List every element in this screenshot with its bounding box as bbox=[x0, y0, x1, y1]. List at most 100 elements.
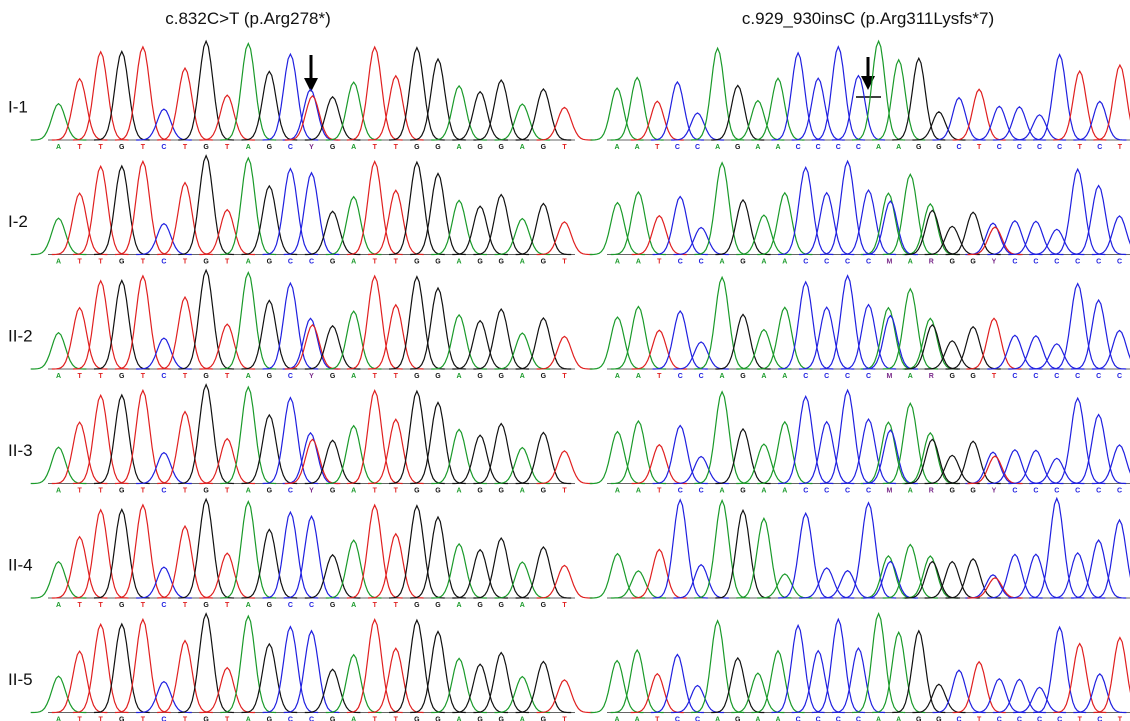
base-call: G bbox=[330, 373, 336, 380]
base-call: T bbox=[1078, 716, 1083, 721]
peak bbox=[778, 396, 833, 483]
base-call: G bbox=[435, 258, 441, 265]
peak bbox=[905, 325, 960, 369]
base-call: A bbox=[635, 144, 640, 151]
peak bbox=[651, 82, 704, 140]
base-call: C bbox=[1054, 487, 1059, 494]
peak bbox=[715, 200, 770, 255]
base-call: C bbox=[1117, 373, 1122, 380]
peak bbox=[973, 106, 1026, 140]
peak bbox=[537, 451, 593, 484]
peak bbox=[263, 627, 319, 713]
peak bbox=[31, 104, 87, 140]
peak bbox=[674, 565, 729, 598]
base-call: G bbox=[541, 716, 547, 721]
peak bbox=[591, 88, 644, 140]
base-call: G bbox=[267, 373, 273, 380]
row-label: II-4 bbox=[8, 555, 33, 574]
panel-title: c.832C>T (p.Arg278*) bbox=[165, 9, 331, 28]
base-call: G bbox=[740, 487, 746, 494]
row-label: II-5 bbox=[8, 670, 33, 689]
base-call: C bbox=[816, 716, 821, 721]
peak bbox=[136, 338, 192, 369]
peak bbox=[812, 47, 865, 140]
peak bbox=[751, 651, 804, 713]
arrow bbox=[304, 55, 318, 92]
peak bbox=[199, 668, 255, 713]
base-call: C bbox=[796, 716, 801, 721]
peak bbox=[861, 422, 916, 483]
base-call: A bbox=[876, 144, 881, 151]
peak bbox=[925, 562, 980, 598]
peak bbox=[537, 336, 593, 369]
base-call: C bbox=[695, 144, 700, 151]
base-call: A bbox=[720, 373, 725, 380]
base-call: Y bbox=[309, 373, 314, 380]
base-call: C bbox=[288, 373, 293, 380]
peak bbox=[631, 101, 684, 140]
peak bbox=[452, 92, 508, 140]
peak bbox=[410, 59, 466, 140]
base-call: C bbox=[1096, 373, 1101, 380]
peak bbox=[537, 565, 593, 598]
peak bbox=[347, 47, 403, 140]
base-call: T bbox=[1118, 144, 1123, 151]
base-call: G bbox=[435, 144, 441, 151]
peak bbox=[178, 156, 234, 255]
peak bbox=[157, 526, 213, 598]
peak bbox=[632, 330, 687, 369]
peak bbox=[285, 439, 341, 483]
base-call: A bbox=[636, 373, 641, 380]
peak bbox=[516, 318, 572, 369]
base-call: T bbox=[977, 716, 982, 721]
peak bbox=[242, 529, 298, 598]
base-call: G bbox=[740, 373, 746, 380]
base-call: A bbox=[246, 258, 251, 265]
peak bbox=[242, 644, 298, 713]
peak bbox=[452, 664, 508, 712]
peak bbox=[611, 192, 666, 255]
base-call: T bbox=[99, 716, 104, 721]
base-call: T bbox=[373, 258, 378, 265]
base-call: C bbox=[1057, 716, 1062, 721]
base-call: A bbox=[351, 716, 356, 721]
base-call: C bbox=[803, 487, 808, 494]
peak bbox=[283, 89, 339, 140]
base-call: A bbox=[775, 716, 780, 721]
base-call: A bbox=[351, 487, 356, 494]
peak bbox=[1008, 221, 1063, 254]
peak bbox=[305, 326, 361, 369]
peak bbox=[892, 58, 945, 140]
peak bbox=[631, 674, 684, 713]
base-call: A bbox=[246, 716, 251, 721]
base-call: A bbox=[457, 602, 462, 609]
base-call: A bbox=[246, 487, 251, 494]
base-call: C bbox=[1117, 487, 1122, 494]
peak bbox=[199, 553, 255, 598]
base-call: A bbox=[715, 716, 720, 721]
base-call: T bbox=[225, 373, 230, 380]
peak bbox=[178, 614, 234, 713]
base-call: A bbox=[782, 258, 787, 265]
peak bbox=[305, 97, 361, 140]
peak bbox=[52, 308, 108, 369]
peak bbox=[263, 283, 319, 369]
peak bbox=[220, 44, 276, 141]
base-call: G bbox=[916, 716, 922, 721]
peak bbox=[861, 308, 916, 369]
base-call: T bbox=[373, 602, 378, 609]
base-call: A bbox=[755, 716, 760, 721]
peak bbox=[691, 621, 744, 713]
peak bbox=[178, 499, 234, 598]
base-call: C bbox=[836, 716, 841, 721]
base-call: C bbox=[1017, 716, 1022, 721]
peak bbox=[1050, 284, 1105, 369]
peak bbox=[516, 662, 572, 713]
peak bbox=[326, 82, 382, 140]
peak bbox=[199, 324, 255, 369]
base-call: C bbox=[695, 716, 700, 721]
base-call: T bbox=[373, 487, 378, 494]
base-call: T bbox=[394, 144, 399, 151]
peak bbox=[368, 419, 424, 483]
